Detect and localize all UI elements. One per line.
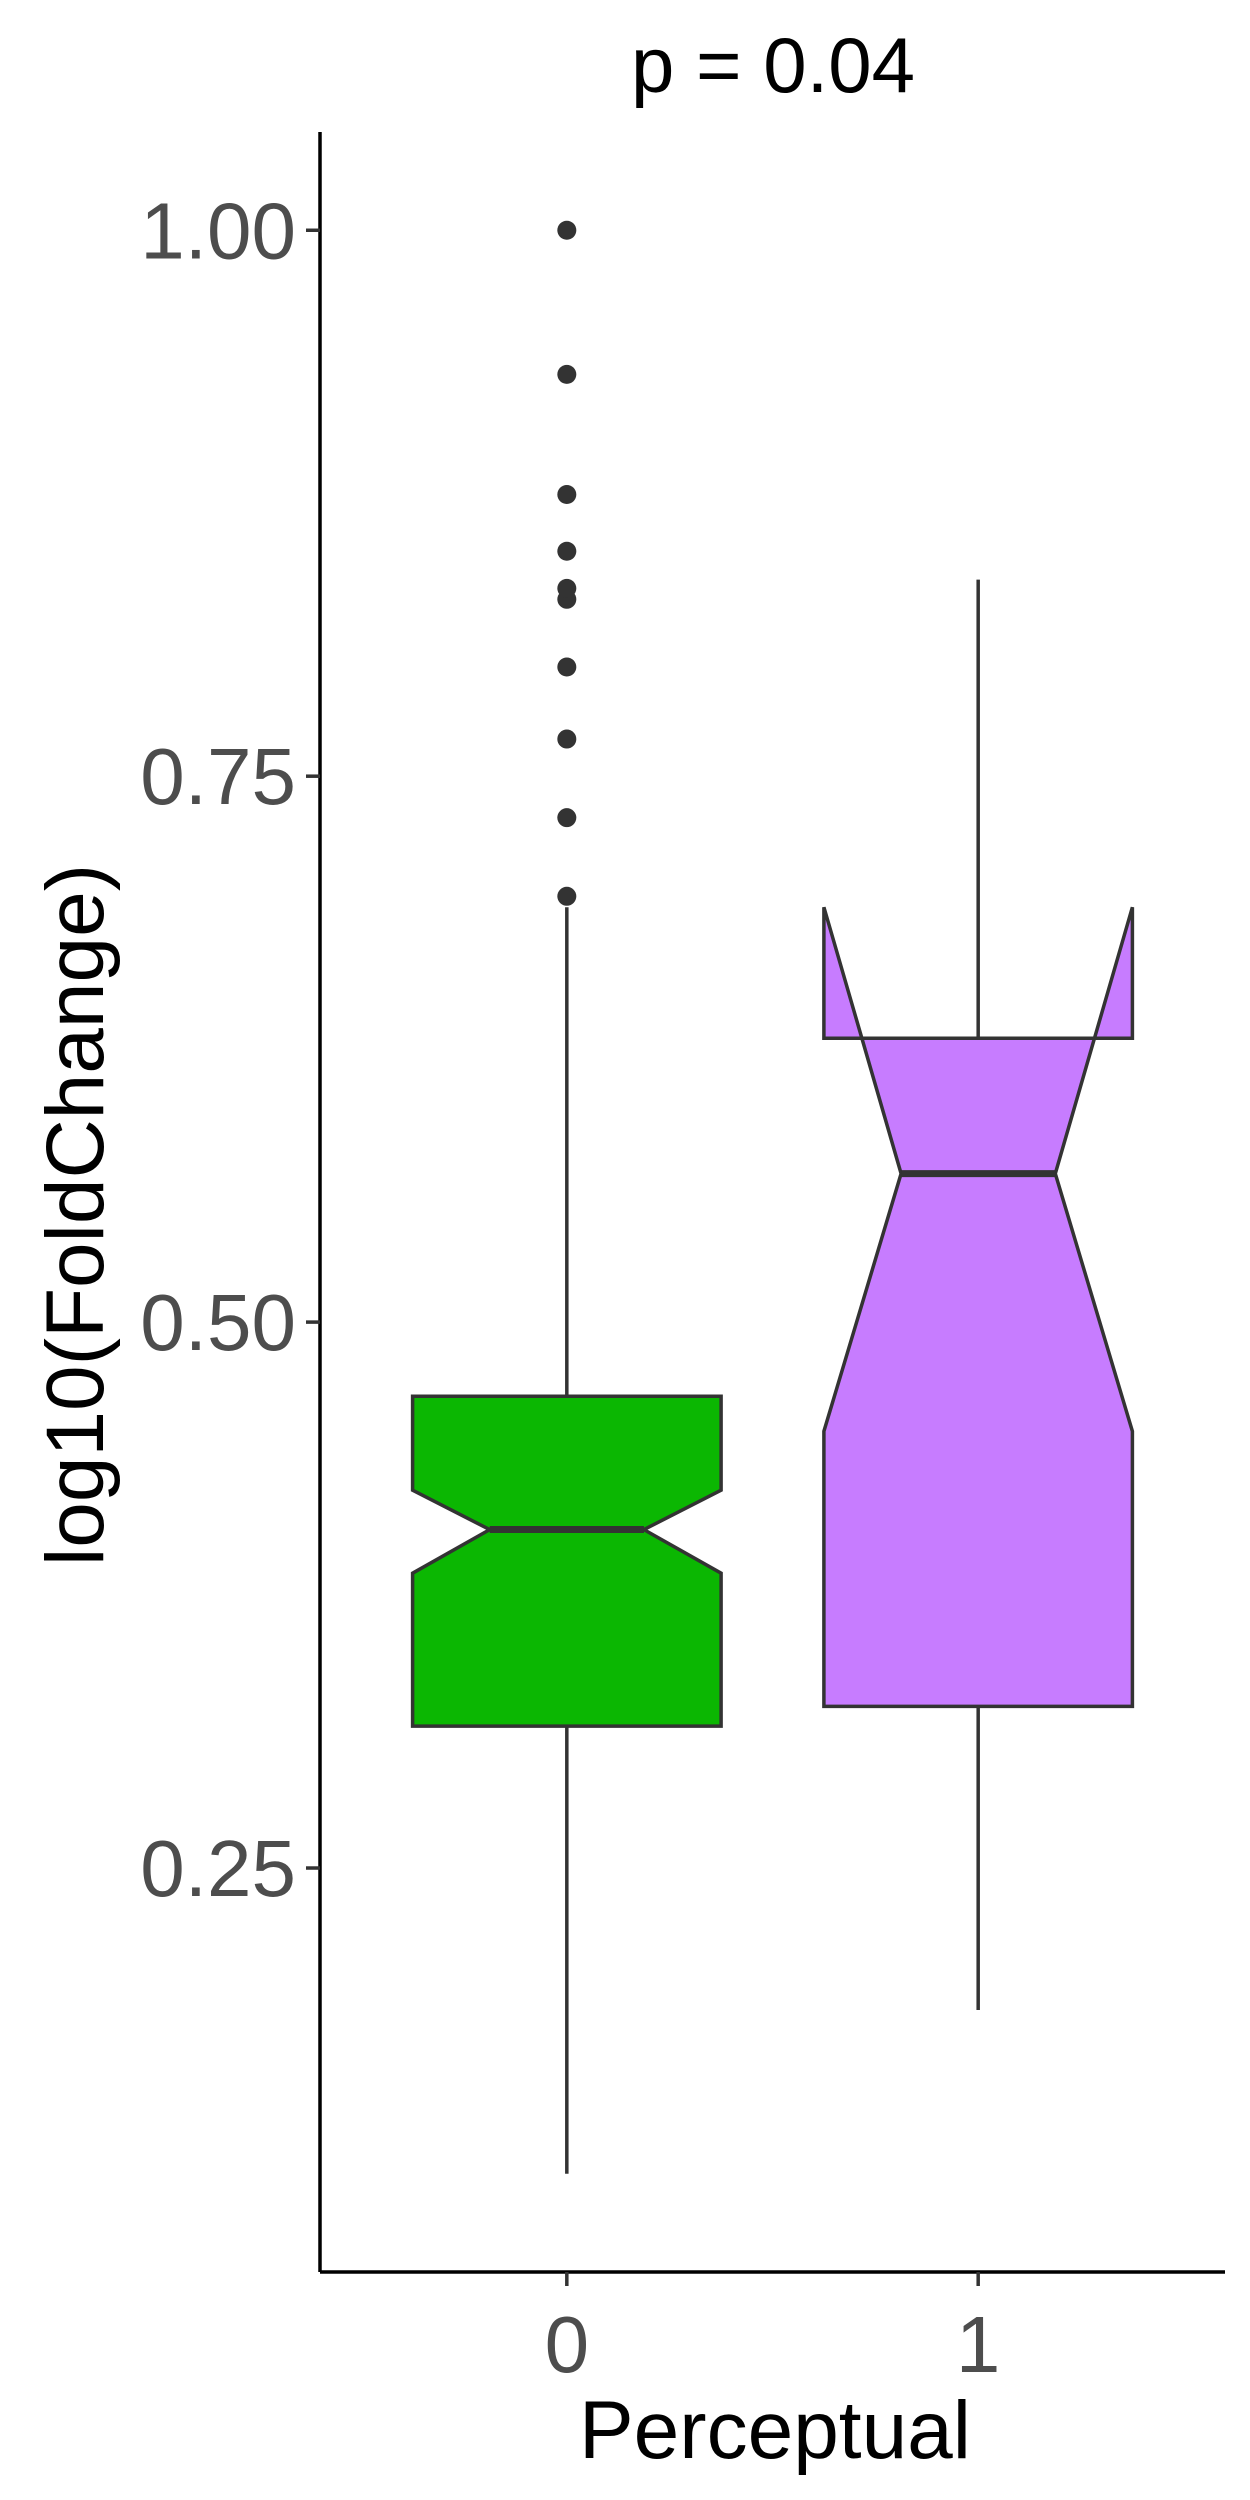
outlier-point [557, 808, 577, 828]
y-tick-label: 0.75 [140, 732, 296, 821]
plot-area [410, 220, 1135, 2174]
x-tick-label: 0 [545, 2300, 590, 2389]
outlier-point [557, 541, 577, 561]
outlier-point [557, 657, 577, 677]
y-tick-label: 1.00 [140, 186, 296, 275]
y-tick-label: 0.50 [140, 1278, 296, 1367]
outlier-point [557, 729, 577, 749]
chart-title: p = 0.04 [631, 21, 915, 109]
outlier-point [557, 886, 577, 906]
x-axis-label: Perceptual [579, 2385, 971, 2476]
notched-box [822, 906, 1135, 1709]
y-axis-ticks: 0.25 0.50 0.75 1.00 [140, 186, 320, 1913]
outlier-point [557, 578, 577, 598]
outlier-point [557, 220, 577, 240]
y-tick-label: 0.25 [140, 1824, 296, 1913]
x-tick-label: 1 [956, 2300, 1001, 2389]
notched-box [410, 1394, 723, 1728]
outlier-point [557, 484, 577, 504]
y-axis-label: log10(FoldChange) [30, 864, 121, 1566]
box-group-1 [822, 579, 1135, 2010]
box-group-0 [410, 220, 723, 2174]
outlier-point [557, 364, 577, 384]
